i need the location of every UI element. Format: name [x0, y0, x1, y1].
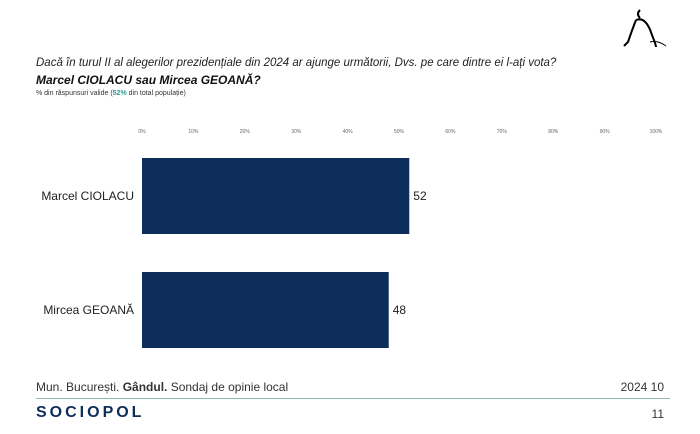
question-text: Dacă în turul II al alegerilor prezidenț…	[36, 57, 557, 69]
x-tick-label: 80%	[548, 129, 559, 135]
bar	[142, 158, 410, 234]
bar-chart: 0% 10% 20% 30% 40% 50% 60% 70% 80% 90% 100% Marcel…	[41, 9, 667, 348]
category-label: Marcel CIOLACU	[41, 189, 134, 203]
x-tick-label: 30%	[291, 129, 302, 135]
page-number: 11	[651, 407, 664, 421]
data-label: 52	[413, 189, 427, 203]
footer-date: 2024 10	[620, 380, 664, 394]
x-tick-label: 0%	[138, 129, 146, 135]
footer-survey: Sondaj de opinie local	[167, 380, 289, 394]
subtitle-post: din total populație)	[126, 90, 186, 97]
footer-location: Mun. București.	[36, 380, 123, 394]
x-tick-label: 90%	[600, 129, 611, 135]
data-label: 48	[393, 303, 407, 317]
footer-source: Mun. București. Gândul. Sondaj de opinie…	[36, 380, 288, 394]
chart-title: Marcel CIOLACU sau Mircea GEOANĂ?	[36, 73, 261, 87]
subtitle: % din răspunsuri valide (52% din total p…	[36, 90, 186, 97]
x-tick-label: 70%	[497, 129, 508, 135]
footer-divider	[36, 398, 670, 399]
penguin-logo-icon	[623, 9, 667, 48]
footer-client: Gândul.	[122, 380, 168, 394]
x-tick-label: 20%	[240, 129, 251, 135]
sociopol-logo: SOCIOPOL	[36, 404, 145, 421]
bar	[142, 272, 389, 348]
x-tick-label: 10%	[188, 129, 199, 135]
subtitle-highlight: 52%	[112, 90, 127, 97]
x-tick-label: 40%	[343, 129, 354, 135]
category-label: Mircea GEOANĂ	[43, 302, 134, 317]
x-tick-label: 100%	[650, 129, 663, 135]
subtitle-pre: % din răspunsuri valide (	[36, 90, 113, 97]
x-tick-label: 60%	[445, 129, 456, 135]
x-tick-label: 50%	[394, 129, 405, 135]
